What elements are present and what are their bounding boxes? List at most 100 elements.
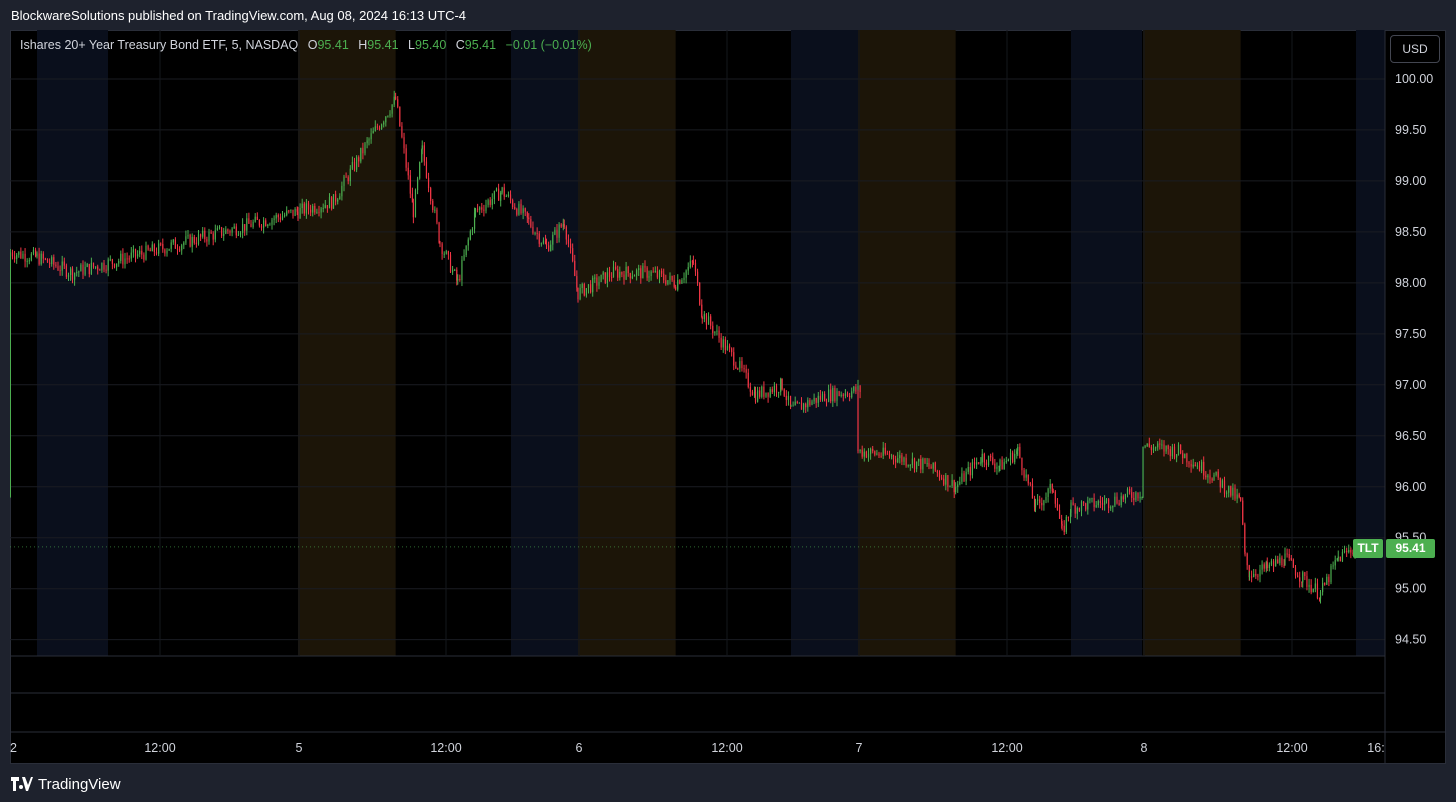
candle-body <box>20 251 22 259</box>
candle-body <box>65 265 67 277</box>
candle-body <box>191 236 193 247</box>
candle-body <box>1268 564 1270 569</box>
candle-body <box>726 345 729 351</box>
candle-body <box>761 386 763 397</box>
candle-body <box>356 157 358 170</box>
candle-body <box>590 284 592 293</box>
candle-body <box>1230 485 1232 496</box>
candle-body <box>876 453 878 455</box>
candle-body <box>1248 565 1250 578</box>
time-tick-label: 12:00 <box>144 741 175 755</box>
candle-body <box>223 233 225 236</box>
candle-body <box>46 258 49 263</box>
candle-body <box>554 229 556 235</box>
candle-body <box>345 176 347 178</box>
candle-body <box>524 208 526 212</box>
candle-body <box>403 137 405 149</box>
candle-body <box>248 218 250 224</box>
candle-body <box>815 397 817 403</box>
candle-body <box>22 253 24 259</box>
candle-body <box>967 467 969 472</box>
candle-body <box>1226 492 1228 494</box>
candle-body <box>685 270 687 278</box>
candle-body <box>250 223 252 227</box>
candle-body <box>675 286 677 290</box>
candle-body <box>385 116 387 123</box>
candle-body <box>366 140 368 144</box>
candle-body <box>548 245 550 251</box>
candlestick-chart[interactable]: 100.00 99.50 99.00 98.50 98.00 97.50 97.00 96.5… <box>10 30 1446 764</box>
candle-body <box>505 196 507 198</box>
candle-body <box>124 258 126 265</box>
candle-body <box>938 472 941 478</box>
candle-body <box>218 227 221 229</box>
candle-body <box>689 261 691 268</box>
open-label: O <box>307 38 318 52</box>
candle-body <box>888 453 891 457</box>
candle-body <box>1076 508 1078 514</box>
candle-body <box>141 250 143 255</box>
candle-body <box>542 240 545 244</box>
candle-body <box>949 485 951 488</box>
candle-body <box>189 234 191 247</box>
candle-body <box>28 260 30 262</box>
candle-body <box>880 455 882 457</box>
currency-button[interactable]: USD <box>1390 35 1440 63</box>
candle-body <box>1244 524 1246 552</box>
candle-body <box>206 239 208 242</box>
candle-body <box>581 284 583 288</box>
candle-body <box>924 458 926 464</box>
candle-body <box>692 261 694 263</box>
candle-body <box>646 267 648 278</box>
candle-body <box>1058 510 1061 519</box>
candle-body <box>1016 450 1018 454</box>
candle-body <box>1041 502 1043 506</box>
candle-body <box>642 265 644 279</box>
candle-body <box>737 368 739 370</box>
candle-body <box>733 352 735 366</box>
candle-body <box>1261 564 1263 570</box>
candle-body <box>372 131 374 134</box>
candle-body <box>493 190 495 200</box>
candle-body <box>1003 462 1005 470</box>
time-tick-label: 8 <box>1141 741 1148 755</box>
candle-body <box>1312 589 1314 593</box>
candle-body <box>851 391 853 398</box>
candle-body <box>53 257 55 265</box>
candle-body <box>859 385 861 393</box>
candle-body <box>288 210 290 212</box>
candle-body <box>731 348 733 353</box>
candle-body <box>583 284 585 296</box>
candle-body <box>316 211 318 213</box>
candle-body <box>963 473 965 482</box>
candle-body <box>872 448 874 452</box>
candle-body <box>926 463 928 465</box>
price-tick-label: 99.00 <box>1395 174 1426 188</box>
candle-body <box>947 475 949 488</box>
candle-body <box>763 386 765 397</box>
candle-body <box>1078 508 1080 511</box>
candle-body <box>617 269 619 278</box>
candle-body <box>481 207 483 210</box>
candle-body <box>522 208 524 214</box>
candle-body <box>13 256 16 260</box>
candle-body <box>781 378 783 390</box>
candle-body <box>1253 573 1255 578</box>
candle-body <box>1169 449 1171 457</box>
candle-body <box>109 259 111 261</box>
afterhours-band <box>791 30 862 656</box>
candle-body <box>934 462 936 471</box>
candle-body <box>638 268 640 271</box>
candle-body <box>569 243 572 249</box>
candle-body <box>318 211 320 213</box>
candle-body <box>633 275 636 277</box>
candle-series <box>10 90 1385 604</box>
tradingview-brand[interactable]: TradingView <box>11 774 121 794</box>
candle-body <box>773 385 775 393</box>
candle-body <box>955 487 957 493</box>
candle-body <box>71 268 74 280</box>
candle-body <box>1031 483 1034 499</box>
candle-body <box>235 226 237 236</box>
candle-body <box>978 462 980 464</box>
candle-body <box>286 210 288 216</box>
